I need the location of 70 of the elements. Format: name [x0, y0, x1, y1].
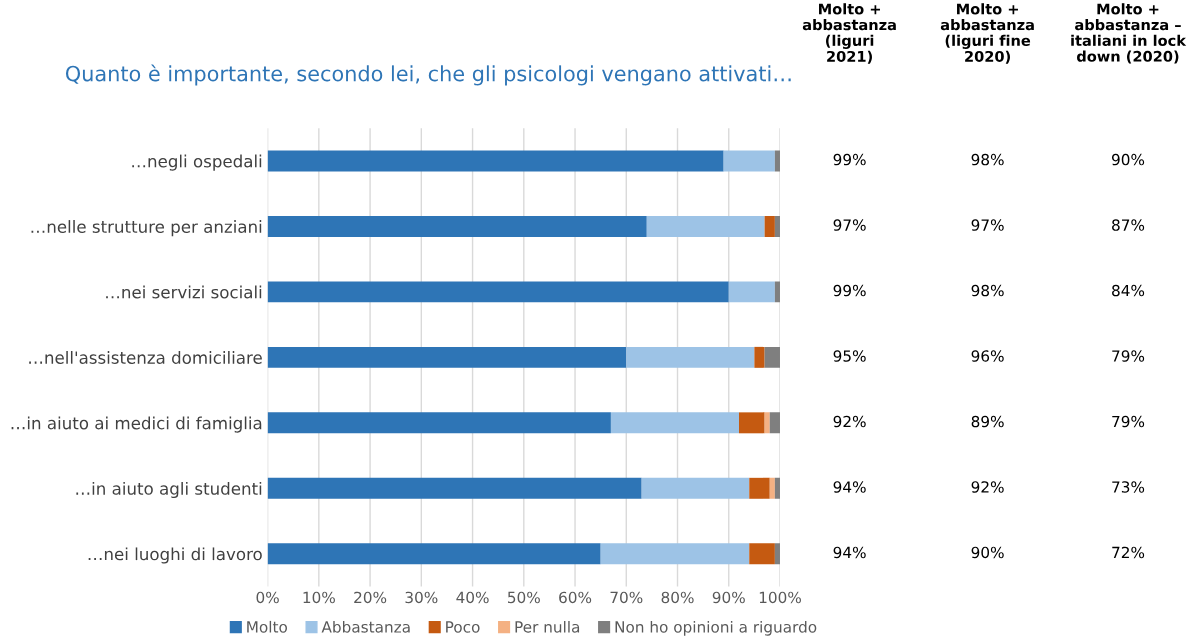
y-tick-label: …in aiuto ai medici di famiglia: [11, 416, 262, 433]
legend-label: Abbastanza: [321, 620, 410, 633]
bar: [769, 477, 775, 499]
text: Molto + abbastanza (liguri fine 2020): [940, 3, 1034, 64]
text: 79%: [1112, 350, 1145, 362]
x-tick-label: 50%: [508, 591, 540, 604]
legend-label: Poco: [446, 621, 480, 633]
bar: [764, 215, 775, 237]
bar: [646, 215, 765, 237]
bar: [267, 215, 647, 237]
text: 72%: [1112, 546, 1145, 559]
bar: [728, 281, 775, 303]
text: 97%: [971, 219, 1004, 231]
bar: [723, 150, 775, 172]
bar: [749, 477, 770, 499]
text: 99%: [833, 153, 866, 166]
bar: [600, 543, 750, 565]
text: 90%: [1111, 153, 1145, 166]
bar: [754, 346, 765, 368]
bar: [764, 346, 780, 368]
x-tick-label: 10%: [303, 591, 335, 604]
y-tick-label: …nell'assistenza domiciliare: [29, 351, 262, 364]
text: 90%: [971, 546, 1004, 559]
text: 96%: [971, 350, 1004, 362]
x-tick-label: 0%: [256, 591, 279, 604]
bar: [610, 412, 740, 434]
bar: [764, 412, 770, 434]
x-tick-label: 40%: [456, 591, 489, 604]
text: 94%: [833, 546, 866, 559]
text: 99%: [833, 284, 866, 297]
bar: [267, 543, 601, 565]
bar: [267, 346, 627, 368]
bar: [749, 543, 775, 565]
text: 79%: [1112, 415, 1145, 428]
chart-title: Quanto è importante, secondo lei, che gli psicologi vengano attivati…: [65, 64, 791, 86]
x-tick-label: 100%: [759, 591, 801, 604]
legend-label: Molto: [247, 620, 288, 633]
x-tick-label: 90%: [712, 591, 745, 604]
bar: [267, 412, 611, 434]
text: 97%: [833, 219, 866, 231]
text: 95%: [833, 350, 866, 362]
text: 94%: [833, 481, 866, 493]
x-tick-label: 30%: [405, 591, 438, 604]
x-tick-label: 20%: [354, 591, 387, 604]
legend-label: Non ho opinioni a riguardo: [615, 620, 817, 636]
y-tick-label: …nei servizi sociali: [106, 285, 262, 299]
text: 87%: [1112, 219, 1145, 231]
bar: [267, 150, 724, 172]
text: 73%: [1112, 481, 1145, 493]
text: 89%: [971, 415, 1004, 428]
y-tick-label: …negli ospedali: [132, 154, 262, 171]
x-tick-label: 70%: [610, 591, 643, 604]
bar: [626, 346, 755, 368]
text: 84%: [1112, 284, 1145, 297]
x-tick-label: 80%: [661, 591, 694, 604]
text: 98%: [971, 153, 1004, 166]
bar: [739, 412, 765, 434]
x-tick-label: 60%: [559, 591, 592, 604]
bar: [267, 281, 729, 303]
text: 92%: [833, 415, 866, 428]
bar: [267, 477, 642, 499]
text: Molto + abbastanza (liguri 2021): [802, 3, 896, 64]
text: 92%: [971, 481, 1004, 493]
legend-label: Per nulla: [515, 620, 580, 633]
text: Molto + abbastanza – italiani in lock down (2020): [1071, 3, 1187, 64]
y-tick-label: …nei luoghi di lavoro: [88, 547, 262, 564]
text: 98%: [971, 284, 1004, 297]
y-tick-label: …nelle strutture per anziani: [31, 220, 262, 237]
bar: [641, 477, 750, 499]
y-tick-label: …in aiuto agli studenti: [76, 481, 262, 499]
